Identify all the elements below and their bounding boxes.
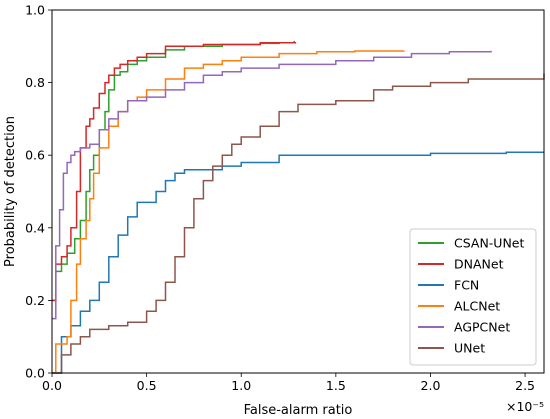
legend-label: CSAN-UNet — [454, 236, 524, 251]
y-tick-label: 0.8 — [25, 75, 45, 90]
x-axis-label: False-alarm ratio — [244, 403, 353, 418]
series-line-agpcnet — [52, 50, 492, 320]
y-tick-label: 0.2 — [25, 293, 45, 308]
legend-label: AGPCNet — [454, 320, 510, 335]
x-tick-label: 2.0 — [421, 378, 441, 393]
legend-label: UNet — [454, 341, 485, 356]
plot-frame — [51, 9, 545, 374]
x-axis-scale-label: ×10⁻⁵ — [506, 399, 544, 414]
y-axis: 0.0 0.2 0.4 0.6 0.8 1.0 — [25, 3, 52, 381]
x-tick-label: 2.5 — [515, 378, 535, 393]
series-line-unet — [52, 73, 545, 374]
series-line-fcn — [52, 151, 544, 374]
x-tick-label: 0.0 — [42, 378, 62, 393]
x-tick-label: 1.0 — [231, 378, 251, 393]
legend-label: DNANet — [454, 257, 504, 272]
series-layer — [52, 40, 545, 374]
legend-label: ALCNet — [454, 299, 500, 314]
x-axis: 0.0 0.5 1.0 1.5 2.0 2.5 — [42, 373, 535, 393]
series-line-csan-unet — [52, 40, 295, 302]
y-axis-label: Probability of detection — [3, 116, 18, 267]
x-tick-label: 0.5 — [137, 378, 157, 393]
y-tick-label: 0.4 — [25, 220, 45, 235]
legend-label: FCN — [454, 278, 479, 293]
y-tick-label: 0.0 — [25, 366, 45, 381]
x-tick-label: 1.5 — [326, 378, 346, 393]
legend: CSAN-UNet DNANet FCN ALCNet AGPCNet UNet — [409, 228, 537, 366]
y-tick-label: 1.0 — [25, 3, 45, 18]
y-tick-label: 0.6 — [25, 148, 45, 163]
series-line-dnanet — [52, 41, 297, 302]
